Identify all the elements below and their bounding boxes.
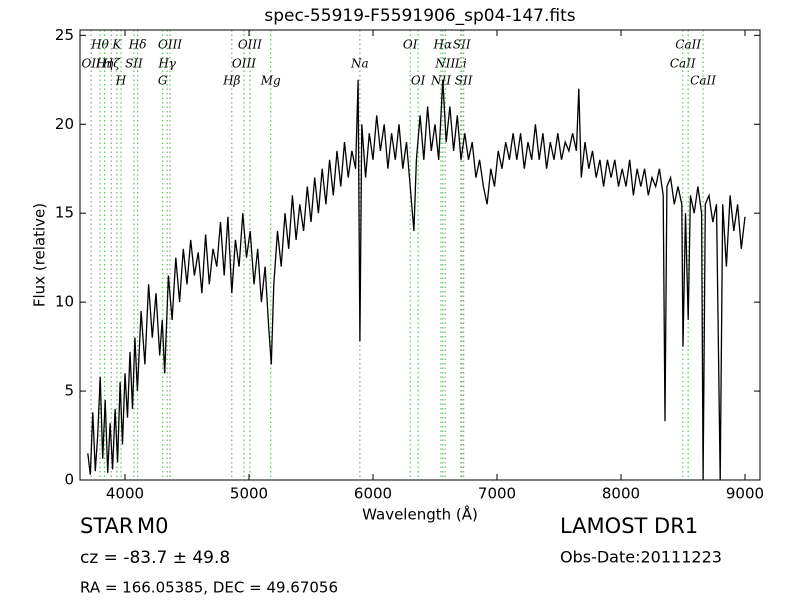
coordinates-label: RA = 166.05385, DEC = 49.67056 <box>80 579 338 597</box>
y-tick-label: 15 <box>55 204 74 222</box>
spectral-line-label: OI <box>411 74 426 88</box>
spectral-line-label: Li <box>454 57 467 71</box>
spectral-line-label: OIII <box>158 38 182 52</box>
spectral-line-label: OII <box>81 57 101 71</box>
chart-title: spec-55919-F5591906_sp04-147.fits <box>264 6 575 26</box>
x-tick-label: 5000 <box>230 485 268 503</box>
spectral-line-label: Na <box>350 57 369 71</box>
subclass-label: M0 <box>137 514 168 538</box>
spectral-line-label: OIII <box>238 38 262 52</box>
spectral-line-label: OI <box>403 38 418 52</box>
y-tick-label: 5 <box>64 382 74 400</box>
spectral-line-label: Mg <box>260 74 281 88</box>
spectrum-line <box>87 79 746 481</box>
y-tick-label: 25 <box>55 26 74 44</box>
spectral-line-label: SII <box>453 38 471 52</box>
spectral-line-label: Hγ <box>157 57 176 71</box>
survey-label: LAMOST DR1 <box>560 514 698 538</box>
y-axis-label: Flux (relative) <box>31 203 49 307</box>
spectral-line-label: NII <box>430 74 451 88</box>
spectral-line-label: Hη <box>95 57 114 71</box>
spectral-line-label: H <box>115 74 127 88</box>
spectral-line-label: SII <box>455 74 473 88</box>
spectral-line-label: NII <box>434 57 455 71</box>
spectral-line-label: K <box>111 38 122 52</box>
date-label: Obs-Date:20111223 <box>560 548 722 567</box>
class-label: STAR <box>80 514 133 538</box>
spectral-line-label: CaII <box>690 74 716 88</box>
x-axis-label: Wavelength (Å) <box>362 505 478 524</box>
y-tick-label: 10 <box>55 293 74 311</box>
spectral-line-label: Hδ <box>128 38 147 52</box>
plot-frame <box>79 29 761 481</box>
spectral-line-label: Hθ <box>90 38 109 52</box>
spectral-line-label: Hβ <box>222 74 240 88</box>
spectral-line-label: G <box>158 74 168 88</box>
x-tick-label: 7000 <box>478 485 516 503</box>
y-tick-label: 0 <box>64 471 74 489</box>
x-tick-label: 8000 <box>602 485 640 503</box>
x-tick-label: 4000 <box>106 485 144 503</box>
spectral-line-label: CaII <box>670 57 696 71</box>
spectral-line-label: CaII <box>675 38 701 52</box>
spectral-line-label: Hα <box>433 38 453 52</box>
spectral-line-label: Hζ <box>102 57 121 71</box>
x-tick-label: 9000 <box>726 485 764 503</box>
spectral-line-label: SII <box>125 57 143 71</box>
spectral-line-label: OIII <box>232 57 256 71</box>
y-tick-label: 20 <box>55 115 74 133</box>
x-tick-label: 6000 <box>354 485 392 503</box>
redshift-label: cz = -83.7 ± 49.8 <box>80 548 230 568</box>
